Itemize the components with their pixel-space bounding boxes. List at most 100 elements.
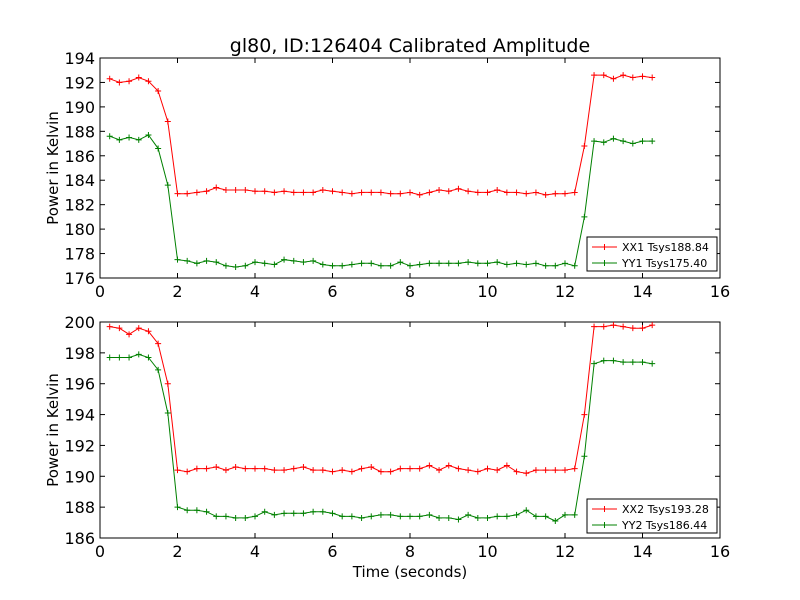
x-tick-label: 8 bbox=[405, 542, 415, 561]
data-point bbox=[329, 468, 336, 475]
data-point bbox=[426, 511, 433, 518]
data-point bbox=[397, 513, 404, 520]
data-point bbox=[348, 468, 355, 475]
data-point bbox=[523, 507, 530, 514]
data-point bbox=[532, 513, 539, 520]
data-point bbox=[368, 464, 375, 471]
data-point bbox=[339, 513, 346, 520]
data-point bbox=[174, 467, 181, 474]
data-point bbox=[261, 188, 268, 195]
data-point bbox=[581, 453, 588, 460]
legend-entry: YY2 Tsys186.44 bbox=[592, 519, 707, 532]
data-point bbox=[620, 72, 627, 79]
data-point bbox=[629, 74, 636, 81]
data-point bbox=[581, 213, 588, 220]
data-point bbox=[281, 188, 288, 195]
data-point bbox=[281, 467, 288, 474]
data-point bbox=[455, 465, 462, 472]
data-point bbox=[387, 262, 394, 269]
data-point bbox=[348, 261, 355, 268]
x-tick-label: 4 bbox=[250, 542, 260, 561]
data-point bbox=[126, 331, 133, 338]
y-tick-label: 192 bbox=[64, 73, 95, 92]
series-1 bbox=[106, 322, 656, 477]
data-point bbox=[426, 462, 433, 469]
data-point bbox=[271, 189, 278, 196]
data-point bbox=[164, 118, 171, 125]
data-point bbox=[281, 510, 288, 517]
data-point bbox=[222, 262, 229, 269]
data-point bbox=[639, 359, 646, 366]
x-tick-label: 16 bbox=[710, 542, 730, 561]
data-point bbox=[290, 465, 297, 472]
x-tick-label: 6 bbox=[327, 282, 337, 301]
data-point bbox=[271, 467, 278, 474]
data-point bbox=[290, 189, 297, 196]
legend-marker bbox=[601, 244, 608, 250]
data-point bbox=[300, 510, 307, 517]
data-point bbox=[310, 189, 317, 196]
data-point bbox=[222, 467, 229, 474]
data-point bbox=[377, 511, 384, 518]
data-point bbox=[319, 508, 326, 515]
y-tick-label: 188 bbox=[64, 122, 95, 141]
x-tick-label: 12 bbox=[555, 542, 575, 561]
data-point bbox=[571, 262, 578, 269]
data-point bbox=[203, 257, 210, 264]
legend-marker bbox=[601, 506, 608, 512]
data-point bbox=[532, 260, 539, 267]
data-point bbox=[639, 138, 646, 145]
data-point bbox=[174, 256, 181, 263]
data-point bbox=[348, 190, 355, 197]
data-point bbox=[503, 189, 510, 196]
data-point bbox=[271, 261, 278, 268]
x-tick-label: 4 bbox=[250, 282, 260, 301]
legend-label: YY2 Tsys186.44 bbox=[621, 519, 707, 532]
data-point bbox=[416, 191, 423, 198]
data-point bbox=[571, 189, 578, 196]
data-point bbox=[261, 508, 268, 515]
y-axis-label: Power in Kelvin bbox=[44, 111, 62, 225]
data-point bbox=[610, 135, 617, 142]
data-point bbox=[484, 189, 491, 196]
data-point bbox=[513, 189, 520, 196]
data-point bbox=[620, 323, 627, 330]
legend: XX2 Tsys193.28 YY2 Tsys186.44 bbox=[586, 498, 718, 534]
y-tick-label: 194 bbox=[64, 406, 95, 425]
data-point bbox=[571, 465, 578, 472]
data-point bbox=[319, 261, 326, 268]
data-point bbox=[407, 262, 413, 269]
data-point bbox=[135, 136, 142, 143]
data-point bbox=[368, 189, 375, 196]
data-point bbox=[465, 467, 472, 474]
data-point bbox=[445, 260, 452, 267]
data-point bbox=[252, 465, 258, 472]
data-point bbox=[135, 325, 142, 332]
data-point bbox=[184, 190, 191, 197]
y-tick-label: 192 bbox=[64, 436, 95, 455]
data-point bbox=[222, 187, 229, 193]
data-point bbox=[116, 325, 123, 332]
legend: XX1 Tsys188.84 YY1 Tsys175.40 bbox=[586, 236, 718, 272]
legend-marker bbox=[601, 260, 608, 266]
data-point bbox=[649, 138, 656, 145]
data-point bbox=[629, 359, 636, 366]
data-point bbox=[290, 510, 297, 517]
data-point bbox=[126, 354, 133, 361]
data-point bbox=[503, 462, 510, 469]
data-point bbox=[368, 260, 375, 267]
data-point bbox=[571, 511, 578, 518]
data-point bbox=[300, 464, 307, 471]
data-point bbox=[319, 187, 326, 193]
data-point bbox=[562, 467, 568, 474]
data-point bbox=[610, 75, 617, 82]
data-point bbox=[213, 259, 220, 266]
legend-entry: XX2 Tsys193.28 bbox=[592, 503, 709, 516]
data-point bbox=[290, 257, 297, 264]
data-point bbox=[562, 190, 568, 197]
data-point bbox=[271, 511, 278, 518]
data-point bbox=[203, 465, 210, 472]
y-tick-label: 188 bbox=[64, 498, 95, 517]
data-point bbox=[629, 325, 636, 332]
